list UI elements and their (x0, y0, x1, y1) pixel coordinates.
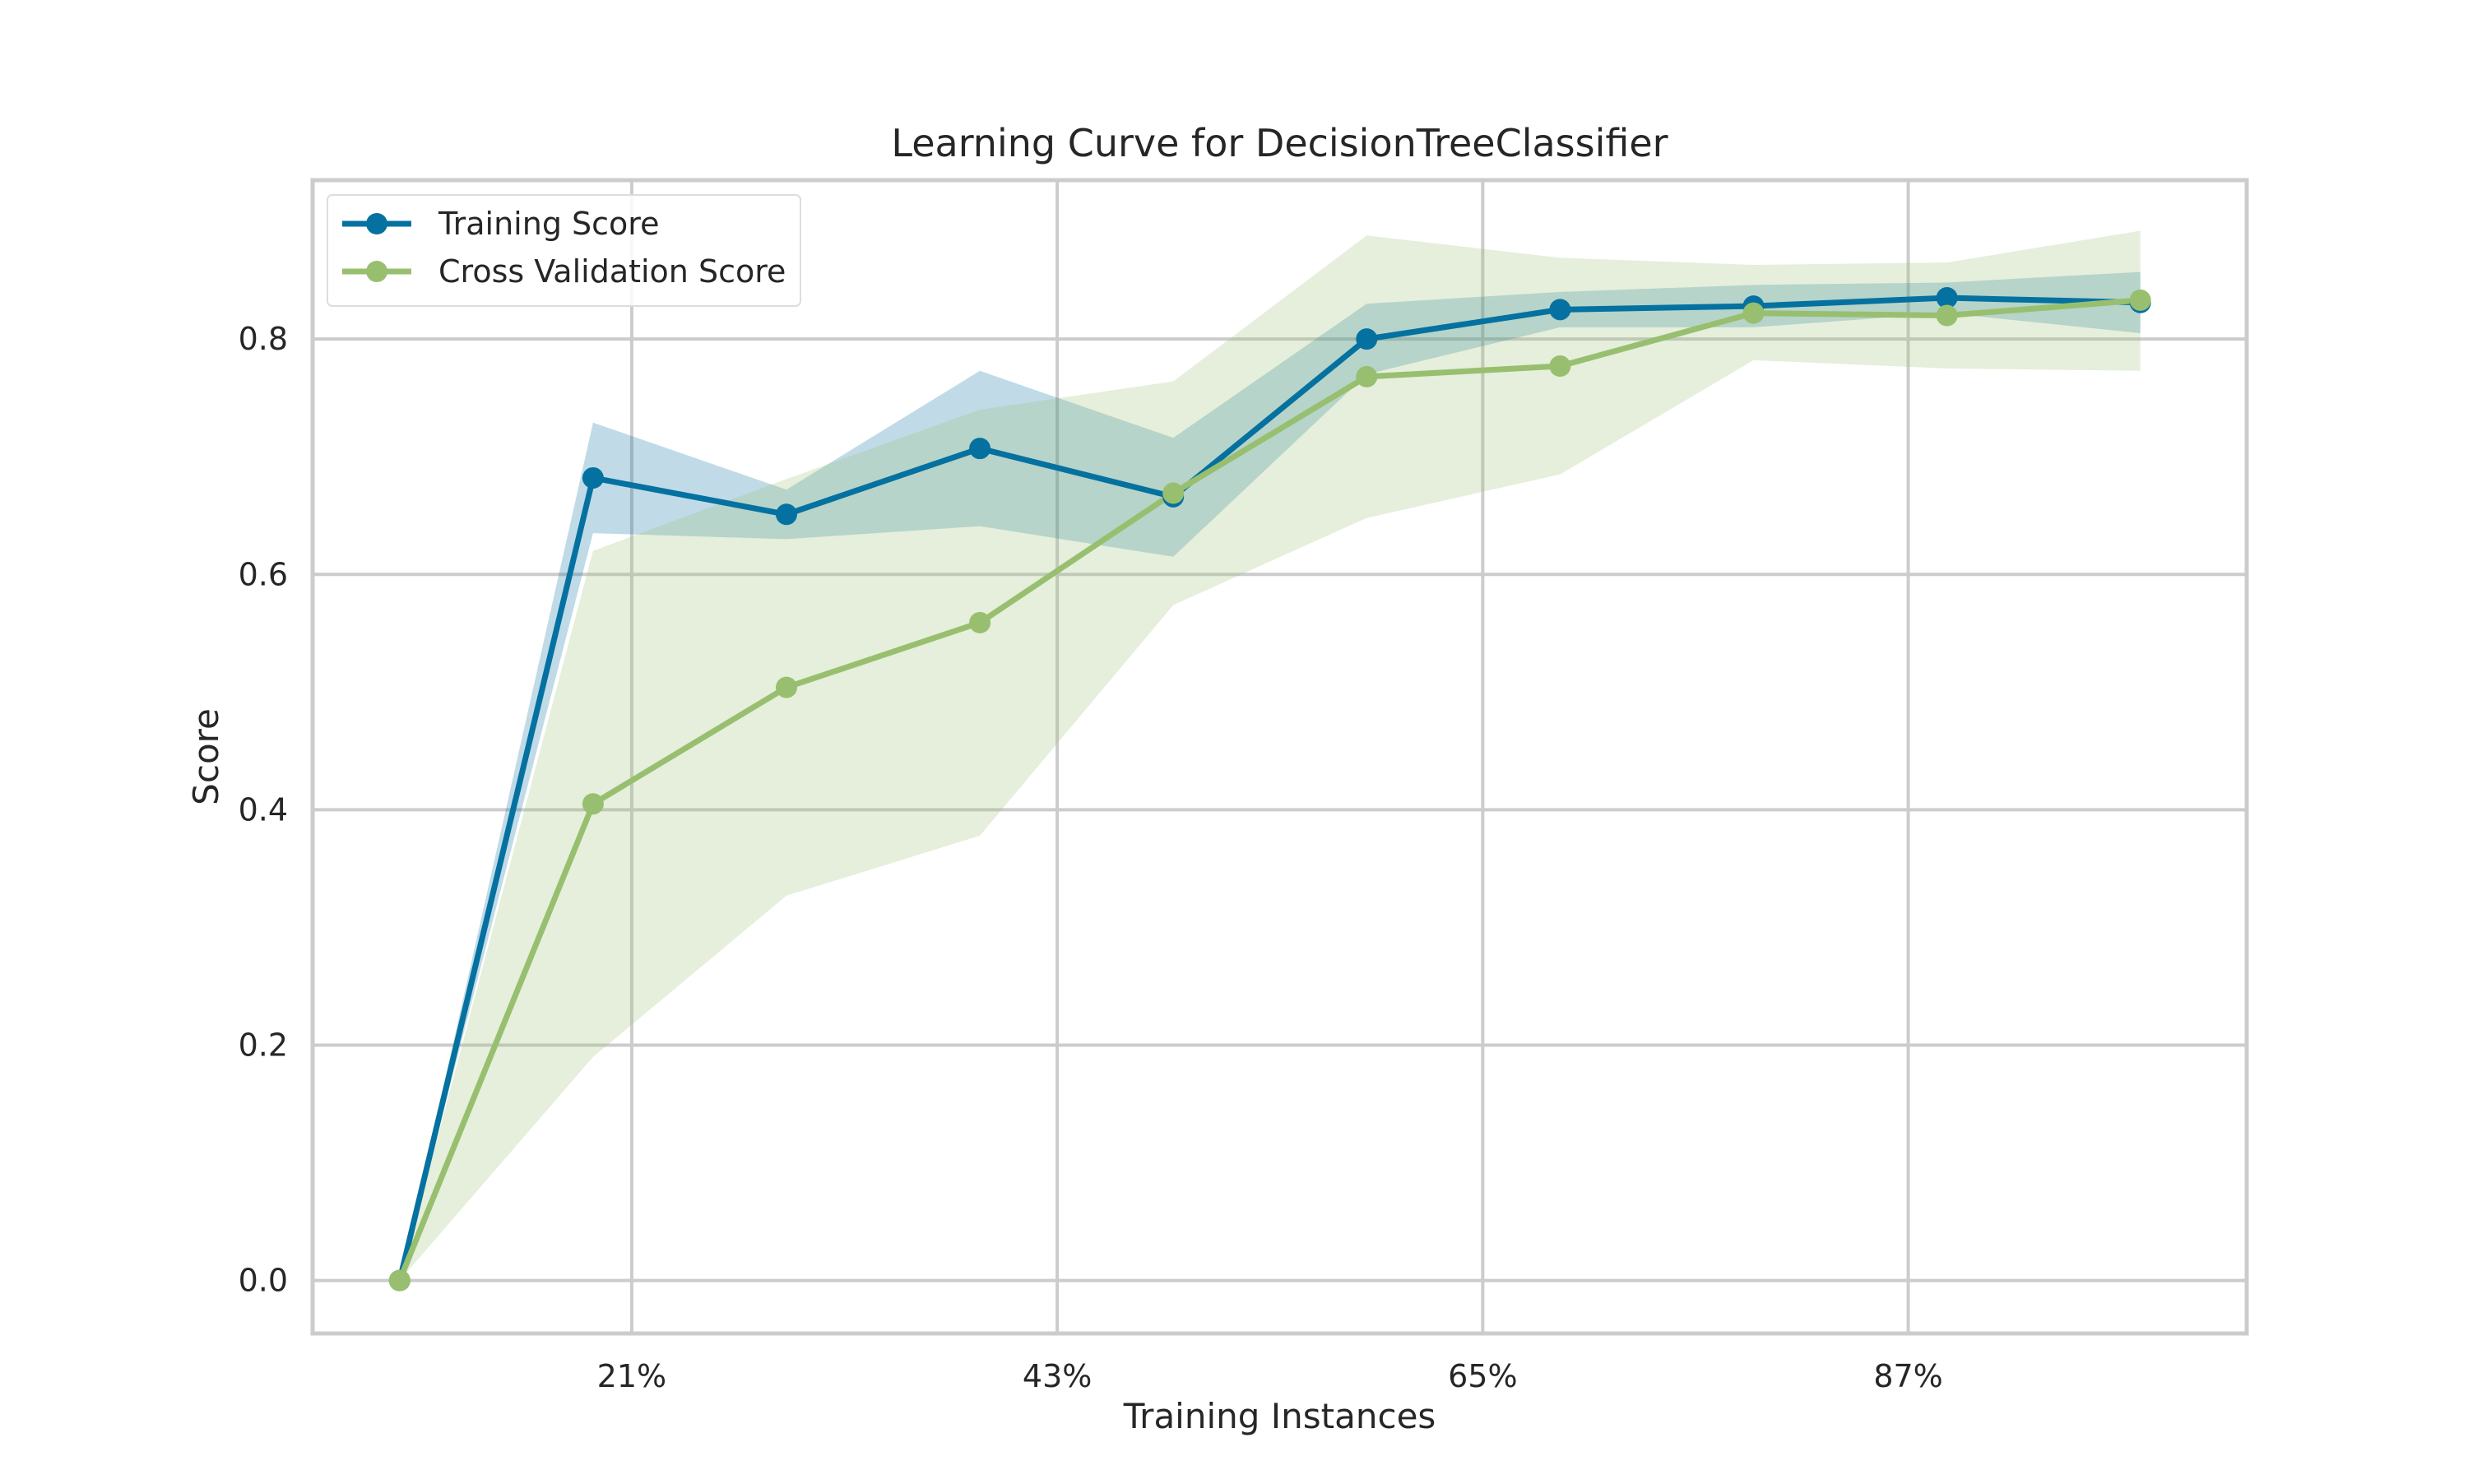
training-score-legend-marker (366, 213, 387, 234)
grid-lines (313, 180, 2247, 1333)
training-score-point (582, 466, 604, 489)
plot-frame (310, 178, 2249, 1336)
legend-box (327, 194, 801, 307)
cross-validation-score-point (582, 793, 604, 815)
x-tick-label: 43% (1023, 1358, 1092, 1394)
cross-validation-score-legend-marker (366, 261, 387, 282)
training-score-point (1936, 287, 1958, 309)
y-tick-label: 0.8 (239, 321, 288, 357)
x-tick-labels: 21% 43% 65% 87% (597, 1358, 1943, 1394)
training-score-point (775, 503, 797, 526)
x-tick-label: 65% (1448, 1358, 1517, 1394)
cross-validation-score-point (1742, 302, 1765, 324)
y-tick-label: 0.6 (239, 556, 288, 592)
confidence-bands (399, 230, 2141, 1281)
cross-validation-score-band (399, 230, 2141, 1281)
cross-validation-score-line (397, 297, 2141, 1282)
training-score-point (969, 438, 991, 460)
cross-validation-score-point (1936, 304, 1958, 327)
y-tick-label: 0.4 (239, 791, 288, 828)
series-lines (397, 294, 2141, 1282)
plot-area (313, 180, 2247, 1333)
training-score-legend-label: Training Score (438, 206, 659, 242)
x-tick-label: 87% (1873, 1358, 1942, 1394)
cross-validation-score-point (2129, 289, 2151, 311)
legend: Training Score Cross Validation Score (327, 194, 801, 307)
cross-validation-score-point (1356, 365, 1378, 387)
y-tick-labels: 0.0 0.2 0.4 0.6 0.8 (239, 321, 288, 1298)
training-score-line (397, 294, 2141, 1282)
training-score-band (399, 271, 2141, 1281)
cross-validation-score-point (388, 1269, 411, 1292)
x-axis-title: Training Instances (1123, 1396, 1436, 1436)
cross-validation-score-legend-label: Cross Validation Score (438, 253, 786, 290)
training-score-point (1356, 328, 1378, 350)
cross-validation-score-point (1162, 482, 1185, 504)
y-tick-label: 0.2 (239, 1027, 288, 1064)
cross-validation-score-point (775, 676, 797, 698)
y-tick-label: 0.0 (239, 1263, 288, 1299)
cross-validation-score-point (969, 611, 991, 633)
cross-validation-score-point (1549, 355, 1571, 378)
training-score-point (1549, 299, 1571, 321)
y-axis-title: Score (186, 708, 226, 805)
chart-title: Learning Curve for DecisionTreeClassifie… (891, 121, 1668, 165)
series-points (388, 287, 2151, 1292)
x-tick-label: 21% (597, 1358, 666, 1394)
